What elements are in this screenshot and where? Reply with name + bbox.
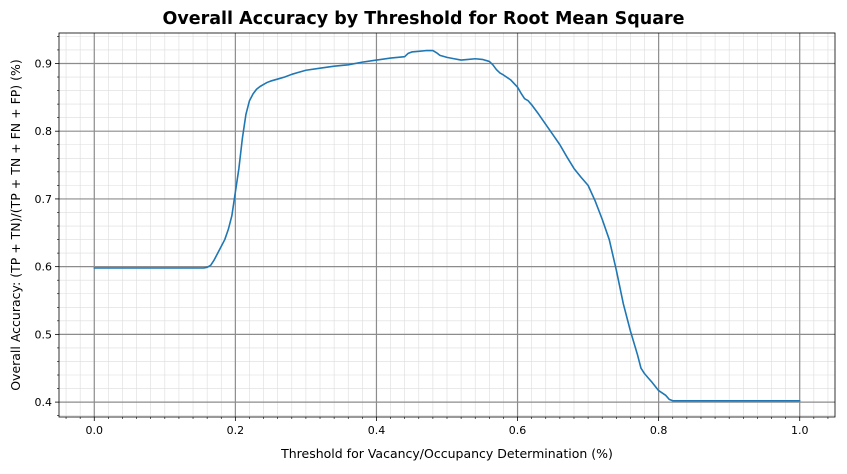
y-tick-label: 0.9: [35, 57, 53, 70]
y-tick-label: 0.5: [35, 328, 53, 341]
y-tick-label: 0.8: [35, 125, 53, 138]
series-layer: [93, 49, 801, 402]
y-tick-label: 0.4: [35, 396, 53, 409]
chart-title: Overall Accuracy by Threshold for Root M…: [162, 9, 684, 29]
x-tick-label: 0.8: [650, 424, 668, 437]
x-axis: 0.0 0.2 0.4 0.6 0.8 1.0: [65, 417, 829, 437]
series-line: [93, 49, 801, 402]
x-tick-label: 0.6: [509, 424, 527, 437]
x-tick-label: 0.0: [86, 424, 104, 437]
minor-grid: [59, 33, 835, 417]
major-grid: [59, 33, 835, 417]
y-axis-label: Overall Accuracy: (TP + TN)/(TP + TN + F…: [8, 59, 23, 391]
y-tick-label: 0.6: [35, 261, 53, 274]
y-axis: 0.4 0.5 0.6 0.7 0.8 0.9: [35, 36, 59, 416]
x-tick-label: 0.2: [227, 424, 245, 437]
x-tick-label: 1.0: [791, 424, 809, 437]
y-tick-label: 0.7: [35, 193, 53, 206]
x-axis-label: Threshold for Vacancy/Occupancy Determin…: [280, 446, 613, 461]
x-tick-label: 0.4: [368, 424, 386, 437]
